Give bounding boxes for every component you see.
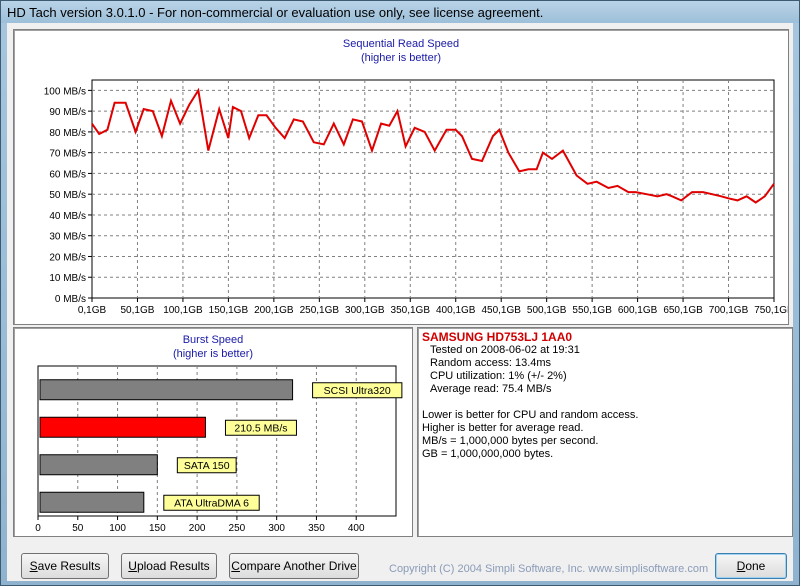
burst-speed-panel: Burst Speed (higher is better) 0 50 100 150… — [13, 327, 413, 537]
burst-bar — [39, 379, 294, 401]
average-read: Average read: 75.4 MB/s — [430, 383, 552, 395]
burst-x-tick-label: 150 — [149, 523, 166, 534]
x-tick-label: 100,1GB — [163, 305, 203, 316]
y-tick-label: 30 MB/s — [49, 232, 86, 243]
burst-x-tick-label: 0 — [35, 523, 41, 534]
burst-x-tick-label: 350 — [308, 523, 325, 534]
window-title: HD Tach version 3.0.1.0 - For non-commer… — [7, 5, 544, 20]
random-access: Random access: 13.4ms — [430, 357, 552, 369]
note-higher-better: Higher is better for average read. — [422, 422, 584, 434]
done-label: one — [745, 559, 766, 573]
save-label: ave Results — [37, 559, 101, 573]
y-tick-label: 50 MB/s — [49, 190, 86, 201]
x-tick-label: 300,1GB — [345, 305, 385, 316]
x-tick-label: 400,1GB — [436, 305, 476, 316]
read-speed-line — [91, 87, 775, 204]
x-tick-label: 700,1GB — [709, 305, 749, 316]
x-tick-label: 550,1GB — [572, 305, 612, 316]
burst-x-tick-label: 200 — [189, 523, 206, 534]
burst-bar-label: 210.5 MB/s — [234, 422, 287, 434]
compare-label: ompare Another Drive — [239, 559, 357, 573]
save-results-button[interactable]: Save Results — [21, 553, 109, 579]
copyright-text: Copyright (C) 2004 Simpli Software, Inc.… — [389, 563, 709, 575]
burst-bar — [39, 491, 145, 513]
done-button[interactable]: Done — [715, 553, 787, 579]
note-lower-better: Lower is better for CPU and random acces… — [422, 409, 639, 421]
cpu-utilization: CPU utilization: 1% (+/- 2%) — [430, 370, 567, 382]
note-mbs-definition: MB/s = 1,000,000 bytes per second. — [422, 435, 599, 447]
x-tick-label: 500,1GB — [527, 305, 567, 316]
x-tick-label: 350,1GB — [391, 305, 431, 316]
burst-x-tick-label: 400 — [348, 523, 365, 534]
plot-area — [91, 79, 775, 299]
burst-label-box — [312, 382, 403, 399]
burst-x-tick-label: 100 — [109, 523, 126, 534]
burst-x-tick-label: 50 — [72, 523, 84, 534]
client-area: Sequential Read Speed (higher is better)… — [7, 23, 793, 581]
sequential-read-chart: 0 MB/s 10 MB/s 20 MB/s 30 MB/s 40 MB/s 50 MB/… — [44, 79, 788, 316]
drive-name: SAMSUNG HD753LJ 1AA0 — [422, 330, 573, 344]
x-tick-label: 50,1GB — [121, 305, 155, 316]
burst-bar-label: SCSI Ultra320 — [324, 385, 391, 397]
x-tick-label: 450,1GB — [481, 305, 521, 316]
y-tick-label: 80 MB/s — [49, 128, 86, 139]
upload-label: pload Results — [136, 559, 210, 573]
y-tick-label: 100 MB/s — [44, 86, 86, 97]
y-tick-label: 70 MB/s — [49, 149, 86, 160]
x-tick-label: 750,1GB — [754, 305, 788, 316]
tested-on: Tested on 2008-06-02 at 19:31 — [430, 344, 580, 356]
compare-accel-key: C — [231, 559, 240, 573]
burst-bar-label: ATA UltraDMA 6 — [174, 497, 249, 509]
burst-bar — [39, 416, 206, 438]
burst-label-box — [176, 457, 237, 474]
x-tick-label: 600,1GB — [618, 305, 658, 316]
burst-speed-chart: 0 50 100 150 200 250 300 350 400 SCSI Ultra320 210… — [35, 365, 403, 534]
save-accel-key: S — [29, 559, 38, 573]
burst-x-tick-label: 250 — [229, 523, 246, 534]
upload-results-button[interactable]: Upload Results — [121, 553, 217, 579]
y-tick-label: 60 MB/s — [49, 169, 86, 180]
upload-accel-key: U — [128, 559, 137, 573]
y-tick-label: 20 MB/s — [49, 252, 86, 263]
drive-info-panel: SAMSUNG HD753LJ 1AA0 Tested on 2008-06-0… — [417, 327, 793, 537]
burst-bar — [39, 454, 158, 476]
burst-chart-title: Burst Speed — [182, 334, 244, 346]
x-tick-label: 200,1GB — [254, 305, 294, 316]
x-tick-label: 150,1GB — [209, 305, 249, 316]
done-accel-key: D — [736, 559, 746, 573]
note-gb-definition: GB = 1,000,000,000 bytes. — [422, 448, 554, 460]
title-bar[interactable]: HD Tach version 3.0.1.0 - For non-commer… — [1, 1, 799, 23]
x-tick-label: 650,1GB — [663, 305, 703, 316]
sequential-chart-title: Sequential Read Speed — [342, 38, 460, 50]
y-tick-label: 0 MB/s — [55, 294, 86, 305]
compare-another-drive-button[interactable]: Compare Another Drive — [229, 553, 359, 579]
y-tick-label: 90 MB/s — [49, 107, 86, 118]
sequential-chart-subtitle: (higher is better) — [360, 52, 442, 64]
burst-x-tick-label: 300 — [268, 523, 285, 534]
y-tick-label: 10 MB/s — [49, 273, 86, 284]
burst-chart-subtitle: (higher is better) — [172, 348, 254, 360]
sequential-read-panel: Sequential Read Speed (higher is better)… — [13, 29, 789, 325]
x-tick-label: 250,1GB — [300, 305, 340, 316]
burst-label-box — [224, 419, 297, 436]
burst-bar-label: SATA 150 — [184, 460, 230, 472]
burst-label-box — [163, 494, 260, 511]
y-tick-label: 40 MB/s — [49, 211, 86, 222]
x-tick-label: 0,1GB — [78, 305, 107, 316]
